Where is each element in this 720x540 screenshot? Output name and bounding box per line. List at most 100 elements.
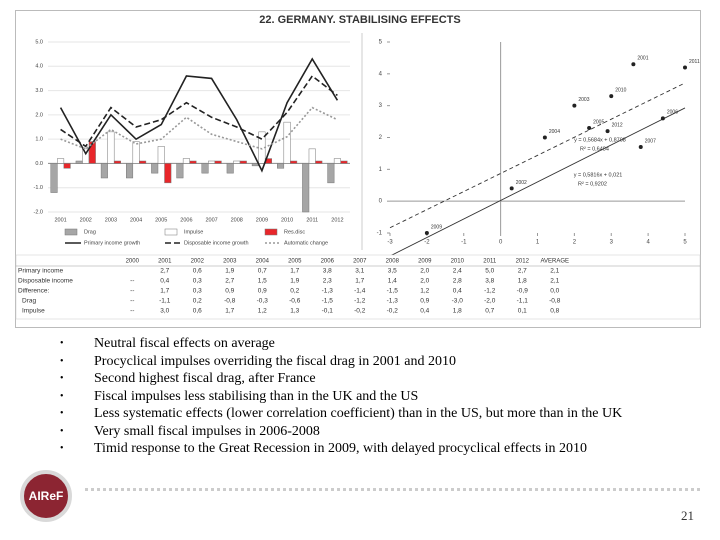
- scatter-point: [609, 94, 614, 99]
- legend-label: Drag: [84, 229, 96, 235]
- bar: [340, 160, 348, 164]
- bar: [139, 160, 147, 164]
- y-tick-label: 5: [379, 40, 383, 46]
- table-cell: 3,8: [323, 268, 332, 275]
- bar: [75, 160, 83, 164]
- table-cell: 0,9: [258, 288, 267, 295]
- table-cell: -0,2: [387, 308, 399, 315]
- scatter-point: [587, 125, 592, 130]
- scatter-point: [509, 186, 514, 191]
- table-cell: -0,9: [517, 288, 529, 295]
- x-tick-label: 2010: [281, 217, 293, 223]
- point-label: 2007: [645, 138, 656, 144]
- y-tick-label: -2.0: [34, 209, 43, 215]
- table-cell: 3,5: [388, 268, 397, 275]
- bar: [302, 163, 310, 213]
- y-tick-label: 4: [379, 71, 383, 77]
- table-cell: --: [130, 278, 134, 285]
- table-cell: 0,3: [193, 278, 202, 285]
- bar: [107, 131, 115, 164]
- trend-r2: R² = 0,6484: [580, 146, 609, 152]
- y-tick-label: 2: [379, 135, 383, 141]
- table-header: 2002: [191, 259, 205, 265]
- bar: [315, 160, 323, 164]
- point-label: 2010: [615, 87, 626, 93]
- table-cell: -1,3: [322, 288, 334, 295]
- table-cell: 1,7: [290, 268, 299, 275]
- point-label: 2005: [593, 119, 604, 125]
- x-tick-label: 3: [610, 240, 614, 246]
- point-label: 2009: [431, 224, 442, 230]
- table-cell: 0,7: [258, 268, 267, 275]
- bullet-item: Procyclical impulses overriding the fisc…: [60, 353, 622, 371]
- line-series: [60, 106, 338, 150]
- y-tick-label: 3: [379, 103, 383, 109]
- x-tick-label: 2006: [180, 217, 192, 223]
- table-cell: 1,8: [453, 308, 462, 315]
- table-header: 2004: [256, 259, 270, 265]
- figure-title: 22. GERMANY. STABILISING EFFECTS: [259, 14, 461, 26]
- table-header: 2003: [223, 259, 237, 265]
- trend-equation: y = 0,5816x + 0,021: [574, 172, 623, 178]
- bar: [226, 163, 234, 174]
- table-cell: -3,0: [452, 298, 464, 305]
- figure-frame: [15, 10, 701, 328]
- table-cell: 0,8: [550, 308, 559, 315]
- trendline: [389, 82, 686, 229]
- bar: [277, 163, 285, 169]
- y-tick-label: 4.0: [35, 64, 43, 70]
- legend-swatch: [264, 228, 278, 236]
- scatter-point: [660, 116, 665, 121]
- bar: [164, 163, 172, 184]
- row-label: Drag: [22, 298, 36, 305]
- y-tick-label: -1.0: [34, 185, 43, 191]
- table-cell: 0,3: [193, 288, 202, 295]
- table-cell: -1,3: [387, 298, 399, 305]
- x-tick-label: 1: [536, 240, 540, 246]
- table-cell: -0,8: [549, 298, 561, 305]
- legend-label: Res.disc: [284, 229, 305, 235]
- scatter-point: [638, 145, 643, 150]
- scatter-point: [683, 65, 687, 70]
- table-cell: 0,9: [420, 298, 429, 305]
- table-cell: 1,5: [258, 278, 267, 285]
- y-tick-label: 1.0: [35, 137, 43, 143]
- table-cell: -0,6: [289, 298, 301, 305]
- scatter-point: [542, 135, 547, 140]
- x-tick-label: -2: [424, 240, 430, 246]
- table-cell: 0,4: [453, 288, 462, 295]
- bar: [151, 163, 159, 174]
- row-label: Primary income: [18, 268, 64, 275]
- table-cell: 2,0: [420, 278, 429, 285]
- table-cell: 0,9: [225, 288, 234, 295]
- y-tick-label: 3.0: [35, 88, 43, 94]
- logo: AIReF: [20, 470, 72, 522]
- table-cell: -1,4: [354, 288, 366, 295]
- table-cell: 1,8: [518, 278, 527, 285]
- table-header: 2000: [126, 259, 140, 265]
- table-cell: -1,2: [354, 298, 366, 305]
- x-tick-label: 2003: [105, 217, 117, 223]
- bar: [63, 163, 71, 169]
- bar: [132, 141, 140, 164]
- table-cell: 0,1: [518, 308, 527, 315]
- table-cell: --: [130, 288, 134, 295]
- x-tick-label: -1: [461, 240, 467, 246]
- table-cell: -1,5: [387, 288, 399, 295]
- table-cell: 0,2: [290, 288, 299, 295]
- bullet-item: Very small fiscal impulses in 2006-2008: [60, 423, 622, 441]
- table-header: 2009: [418, 259, 432, 265]
- table-cell: -1,2: [484, 288, 496, 295]
- bullet-item: Less systematic effects (lower correlati…: [60, 405, 622, 423]
- table-cell: -0,3: [257, 298, 269, 305]
- table-cell: 0,4: [160, 278, 169, 285]
- bar: [214, 160, 222, 164]
- table-cell: 2,7: [225, 278, 234, 285]
- x-tick-label: 2004: [130, 217, 142, 223]
- table-cell: 0,0: [550, 288, 559, 295]
- legend-label: Automatic change: [284, 240, 328, 246]
- x-tick-label: 2001: [54, 217, 66, 223]
- table-cell: -0,2: [354, 308, 366, 315]
- y-tick-label: 0.0: [35, 161, 43, 167]
